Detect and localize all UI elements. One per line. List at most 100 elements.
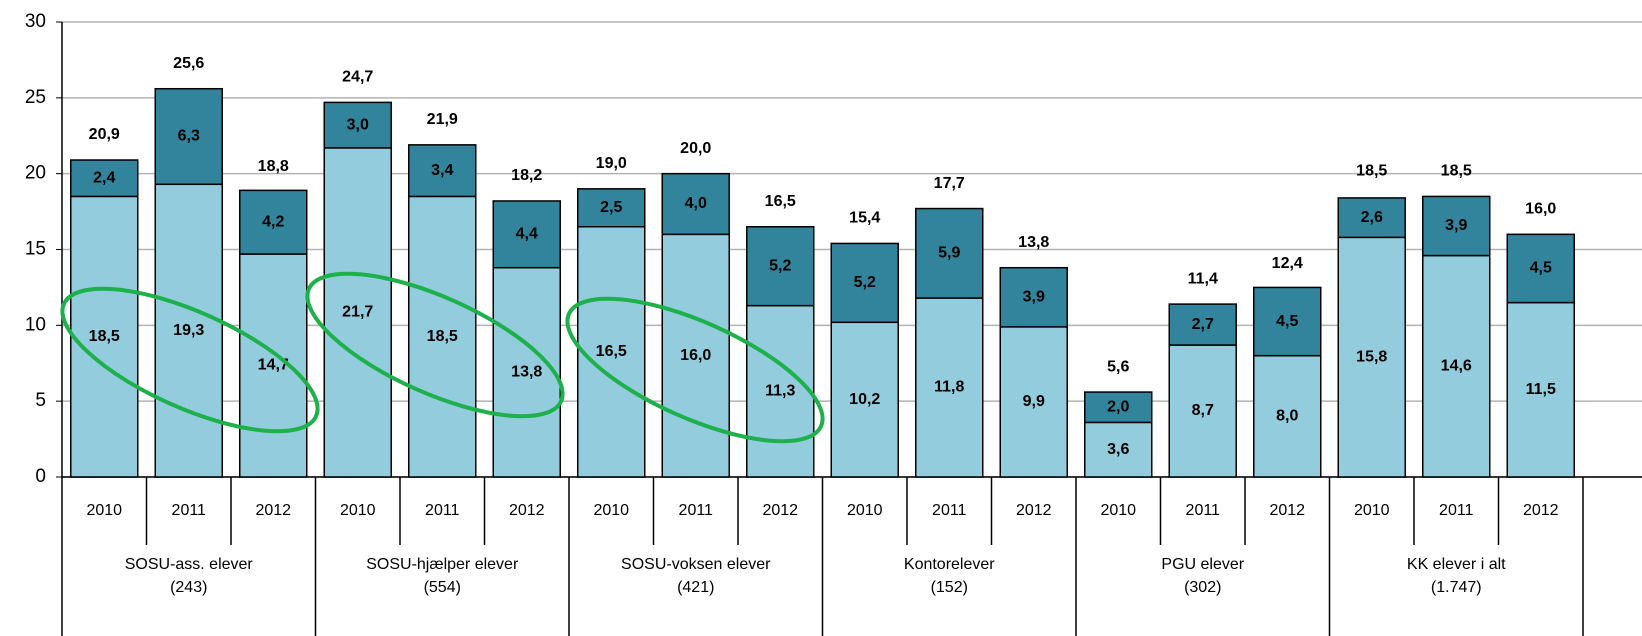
highlight-ellipse bbox=[305, 271, 565, 419]
group-count: (152) bbox=[931, 579, 968, 596]
annotations bbox=[60, 271, 825, 444]
x-tick-label: 2010 bbox=[86, 502, 122, 519]
bar-segment bbox=[1337, 197, 1406, 239]
x-tick-label: 2012 bbox=[1269, 502, 1305, 519]
data-label: 14,6 bbox=[1441, 358, 1472, 375]
x-tick-label: 2010 bbox=[593, 502, 629, 519]
total-label: 25,6 bbox=[173, 55, 204, 72]
bar-segment bbox=[1506, 233, 1575, 304]
total-label: 15,4 bbox=[849, 210, 880, 227]
data-label: 2,4 bbox=[93, 169, 115, 186]
data-label: 21,7 bbox=[342, 304, 373, 321]
bar-segment bbox=[70, 159, 139, 198]
data-label: 10,2 bbox=[849, 391, 880, 408]
data-label: 8,0 bbox=[1276, 408, 1298, 425]
bar-segment bbox=[239, 189, 308, 255]
bar-segment bbox=[492, 266, 561, 478]
bar-segment bbox=[154, 87, 223, 186]
x-tick-label: 2012 bbox=[762, 502, 798, 519]
data-label: 15,8 bbox=[1356, 348, 1387, 365]
data-label: 4,2 bbox=[262, 213, 284, 230]
bar-segment bbox=[1084, 391, 1153, 424]
y-tick-label: 0 bbox=[35, 466, 46, 487]
x-tick-label: 2012 bbox=[255, 502, 291, 519]
x-tick-label: 2010 bbox=[1354, 502, 1390, 519]
bar-segment bbox=[1253, 286, 1322, 357]
bar-segment bbox=[70, 195, 139, 478]
bar-segment bbox=[1253, 354, 1322, 478]
x-tick-label: 2010 bbox=[1100, 502, 1136, 519]
total-label: 12,4 bbox=[1272, 255, 1303, 272]
group-label: SOSU-hjælper elever bbox=[366, 556, 519, 573]
highlight-ellipse bbox=[60, 286, 320, 434]
data-label: 11,5 bbox=[1526, 381, 1556, 398]
x-tick-label: 2011 bbox=[932, 502, 967, 519]
total-label: 5,6 bbox=[1107, 358, 1129, 375]
group-label: Kontorelever bbox=[904, 556, 995, 573]
bar-segment bbox=[661, 233, 730, 478]
data-label: 2,6 bbox=[1361, 209, 1383, 226]
total-label: 17,7 bbox=[934, 175, 965, 192]
total-label: 18,5 bbox=[1441, 163, 1472, 180]
total-label: 18,5 bbox=[1356, 163, 1387, 180]
bar-segment bbox=[577, 226, 646, 478]
total-label: 16,5 bbox=[765, 193, 796, 210]
x-tick-label: 2010 bbox=[847, 502, 883, 519]
data-label: 5,2 bbox=[769, 257, 791, 274]
total-label: 16,0 bbox=[1525, 201, 1556, 218]
y-tick-label: 25 bbox=[25, 87, 46, 108]
y-tick-label: 15 bbox=[25, 239, 46, 260]
data-label: 4,5 bbox=[1530, 260, 1552, 277]
data-label: 2,0 bbox=[1107, 398, 1129, 415]
data-label: 13,8 bbox=[511, 364, 542, 381]
x-tick-label: 2011 bbox=[172, 502, 207, 519]
bar-segment bbox=[746, 226, 815, 307]
x-tick-label: 2011 bbox=[1186, 502, 1221, 519]
data-label: 6,3 bbox=[178, 128, 200, 145]
bar-segment bbox=[999, 326, 1068, 478]
group-label: KK elever i alt bbox=[1407, 556, 1506, 573]
total-label: 11,4 bbox=[1188, 270, 1218, 287]
total-label: 18,8 bbox=[258, 158, 289, 175]
data-label: 18,5 bbox=[89, 328, 120, 345]
group-count: (554) bbox=[424, 579, 461, 596]
data-label: 2,7 bbox=[1192, 316, 1214, 333]
data-label: 4,4 bbox=[516, 226, 538, 243]
total-label: 21,9 bbox=[427, 111, 458, 128]
bar-segment bbox=[746, 304, 815, 478]
data-label: 19,3 bbox=[173, 322, 204, 339]
group-count: (302) bbox=[1184, 579, 1221, 596]
data-label: 3,4 bbox=[431, 162, 453, 179]
x-tick-label: 2011 bbox=[1439, 502, 1474, 519]
total-label: 20,0 bbox=[680, 140, 711, 157]
bar-segment bbox=[830, 242, 899, 324]
y-tick-label: 10 bbox=[25, 314, 46, 335]
bar-segment bbox=[323, 101, 392, 149]
data-label: 11,8 bbox=[934, 379, 964, 396]
data-label: 14,7 bbox=[258, 357, 289, 374]
bar-segment bbox=[1422, 254, 1491, 478]
total-label: 20,9 bbox=[89, 126, 120, 143]
x-tick-label: 2012 bbox=[1523, 502, 1559, 519]
data-label: 3,0 bbox=[347, 116, 369, 133]
group-count: (421) bbox=[677, 579, 714, 596]
bar-segment bbox=[915, 207, 984, 299]
bar-segment bbox=[830, 321, 899, 478]
group-count: (1.747) bbox=[1431, 579, 1482, 596]
data-label: 3,6 bbox=[1107, 441, 1129, 458]
total-label: 24,7 bbox=[342, 69, 373, 86]
data-label: 16,0 bbox=[680, 347, 711, 364]
bar-segment bbox=[661, 172, 730, 236]
bar-segment bbox=[577, 188, 646, 228]
data-label: 4,0 bbox=[685, 195, 707, 212]
data-label: 18,5 bbox=[427, 328, 458, 345]
data-label: 9,9 bbox=[1023, 393, 1045, 410]
total-label: 13,8 bbox=[1018, 234, 1049, 251]
bar-segment bbox=[239, 253, 308, 478]
group-label: SOSU-voksen elever bbox=[621, 556, 771, 573]
x-tick-label: 2010 bbox=[340, 502, 376, 519]
x-tick-label: 2011 bbox=[425, 502, 460, 519]
data-label: 3,9 bbox=[1023, 288, 1045, 305]
y-tick-label: 30 bbox=[25, 11, 46, 32]
